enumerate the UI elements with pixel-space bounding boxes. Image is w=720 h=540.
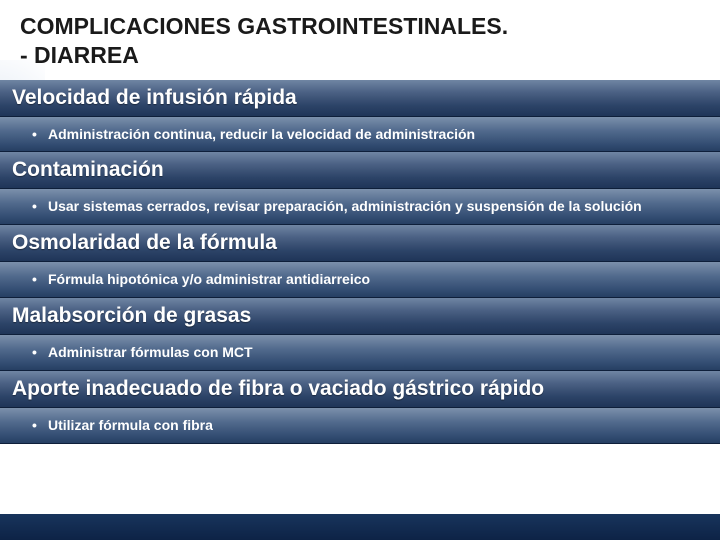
section-heading-5: Aporte inadecuado de fibra o vaciado gás… bbox=[0, 371, 720, 408]
section-body-text: Fórmula hipotónica y/o administrar antid… bbox=[48, 271, 370, 287]
bullet-icon: • bbox=[32, 197, 37, 216]
section-body-text: Utilizar fórmula con fibra bbox=[48, 417, 213, 433]
title-line-1: COMPLICACIONES GASTROINTESTINALES. bbox=[20, 12, 700, 41]
section-heading-4: Malabsorción de grasas bbox=[0, 298, 720, 335]
title-line-2: - DIARREA bbox=[20, 41, 700, 70]
section-body-text: Administrar fórmulas con MCT bbox=[48, 344, 253, 360]
bullet-icon: • bbox=[32, 125, 37, 144]
section-body-text: Administración continua, reducir la velo… bbox=[48, 126, 475, 142]
section-heading-1: Velocidad de infusión rápida bbox=[0, 80, 720, 117]
bullet-icon: • bbox=[32, 270, 37, 289]
bullet-icon: • bbox=[32, 416, 37, 435]
section-heading-3: Osmolaridad de la fórmula bbox=[0, 225, 720, 262]
section-heading-2: Contaminación bbox=[0, 152, 720, 189]
slide-container: COMPLICACIONES GASTROINTESTINALES. - DIA… bbox=[0, 0, 720, 540]
section-body-text: Usar sistemas cerrados, revisar preparac… bbox=[48, 198, 642, 214]
slide-title: COMPLICACIONES GASTROINTESTINALES. - DIA… bbox=[0, 0, 720, 80]
footer-bar bbox=[0, 514, 720, 540]
section-body-5: • Utilizar fórmula con fibra bbox=[0, 408, 720, 444]
bullet-icon: • bbox=[32, 343, 37, 362]
section-body-3: • Fórmula hipotónica y/o administrar ant… bbox=[0, 262, 720, 298]
section-body-1: • Administración continua, reducir la ve… bbox=[0, 117, 720, 153]
section-body-2: • Usar sistemas cerrados, revisar prepar… bbox=[0, 189, 720, 225]
section-body-4: • Administrar fórmulas con MCT bbox=[0, 335, 720, 371]
